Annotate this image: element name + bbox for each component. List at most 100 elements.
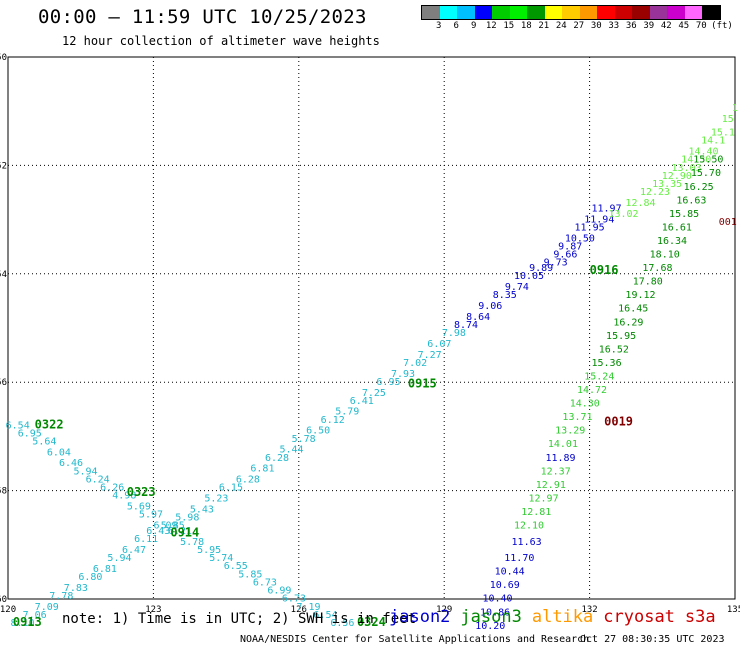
latitude-tick-label: -50	[0, 53, 7, 63]
wave-height-value: 12.81	[521, 507, 551, 518]
wave-height-value: 15	[722, 114, 734, 125]
wave-height-value: 16.25	[684, 182, 714, 193]
wave-height-value: 8.74	[454, 320, 478, 331]
pass-time-tag: 0019	[604, 415, 633, 429]
map-frame	[7, 56, 736, 600]
wave-height-value: 6.24	[86, 474, 110, 485]
color-swatch	[527, 6, 545, 19]
wave-height-value: 6.81	[93, 564, 117, 575]
longitude-tick-label: 132	[581, 605, 597, 615]
wave-height-value: 9.06	[478, 301, 502, 312]
longitude-tick-label: 126	[291, 605, 307, 615]
wave-height-value: 5.44	[279, 445, 303, 456]
color-scale-label: 36	[625, 21, 637, 31]
wave-height-value: 9.89	[529, 263, 553, 274]
wave-height-value: 7.02	[403, 358, 427, 369]
legend-entry-cryosat: cryosat	[603, 607, 675, 627]
wave-height-value: 7.27	[418, 350, 442, 361]
wave-height-value: 001	[719, 217, 737, 228]
wave-height-value: 6.15	[219, 483, 243, 494]
pass-time-tag: 0322	[35, 417, 64, 431]
wave-height-value: 8.10	[10, 618, 34, 629]
wave-height-value: 10.05	[514, 271, 544, 282]
wave-height-value: 5.64	[32, 437, 56, 448]
wave-height-value: 14.72	[577, 385, 607, 396]
wave-height-value: 12.90	[662, 171, 692, 182]
wave-height-value: 16.45	[618, 304, 648, 315]
legend-entry-jason2: jason2	[389, 607, 451, 627]
wave-height-value: 9.73	[544, 258, 568, 269]
latitude-tick-label: -58	[0, 487, 7, 497]
wave-height-value: 6.04	[47, 447, 71, 458]
color-swatch	[562, 6, 580, 19]
color-scale-label: 15	[503, 21, 515, 31]
wave-height-value: 6.43	[146, 526, 170, 537]
wave-height-value: 6.54	[313, 610, 337, 621]
wave-height-value: 16.63	[676, 195, 706, 206]
wave-height-value: 10.50	[565, 233, 595, 244]
wave-height-value: 5.78	[180, 537, 204, 548]
wave-height-value: 5.79	[335, 407, 359, 418]
wave-height-value: 5.78	[292, 434, 316, 445]
latitude-tick-label: -52	[0, 161, 7, 171]
wave-height-value: 12.10	[514, 521, 544, 532]
pass-time-tag: 0323	[127, 485, 156, 499]
color-swatch	[632, 6, 650, 19]
wave-height-value: 13.29	[555, 426, 585, 437]
color-scale-label: 12	[485, 21, 497, 31]
color-swatch	[422, 6, 440, 19]
color-scale-bar	[421, 5, 721, 20]
wave-height-value: 13.02	[608, 209, 638, 220]
wave-height-value: 9.87	[558, 241, 582, 252]
pass-time-tag: 0916	[590, 263, 619, 277]
wave-height-value: 10.44	[495, 567, 525, 578]
wave-height-value: 19.12	[625, 290, 655, 301]
wave-height-value: 7.09	[35, 602, 59, 613]
wave-height-value: 4.98	[112, 491, 136, 502]
wave-height-value: 7.83	[64, 583, 88, 594]
color-scale-label: 39	[643, 21, 655, 31]
wave-height-value: 5.95	[197, 545, 221, 556]
wave-height-value: 12.91	[536, 480, 566, 491]
wave-height-value: 6.46	[59, 458, 83, 469]
wave-height-value: 7.06	[23, 610, 47, 621]
wave-height-value: 10.20	[475, 621, 505, 632]
wave-height-value: 5.85	[238, 569, 262, 580]
color-swatch	[492, 6, 510, 19]
color-swatch	[597, 6, 615, 19]
latitude-tick-label: -60	[0, 595, 7, 605]
longitude-tick-label: 123	[145, 605, 161, 615]
color-swatch	[457, 6, 475, 19]
color-scale-unit: (ft)	[711, 21, 733, 31]
wave-height-value: 15.24	[584, 371, 614, 382]
wave-height-value: 10.69	[490, 580, 520, 591]
map-subtitle: 12 hour collection of altimeter wave hei…	[62, 34, 380, 48]
credit-line: NOAA/NESDIS Center for Satellite Applica…	[240, 634, 590, 645]
color-swatch	[667, 6, 685, 19]
legend-entry-s3a: s3a	[684, 607, 716, 627]
pass-time-tag: 0324	[357, 615, 386, 629]
color-swatch	[544, 6, 562, 19]
color-scale-label: 33	[608, 21, 620, 31]
color-scale-label: 30	[590, 21, 602, 31]
wave-height-value: 5.69	[127, 502, 151, 513]
wave-height-value: 6.41	[350, 396, 374, 407]
color-swatch	[684, 6, 702, 19]
wave-height-value: 5.94	[107, 553, 131, 564]
color-swatch	[579, 6, 597, 19]
wave-height-value: 6.95	[18, 428, 42, 439]
color-scale-label: 3	[436, 21, 442, 31]
latitude-tick-label: -56	[0, 378, 7, 388]
color-scale-label: 9	[471, 21, 477, 31]
legend-entry-altika: altika	[531, 607, 594, 627]
wave-height-value: 11.95	[575, 222, 605, 233]
wave-height-value: 6.95	[376, 377, 400, 388]
wave-height-value: 6.99	[267, 586, 291, 597]
wave-height-value: 12.37	[541, 466, 571, 477]
color-scale-label: 24	[555, 21, 567, 31]
wave-height-value: 7.93	[391, 369, 415, 380]
wave-height-value: 6.73	[282, 594, 306, 605]
wave-height-value: 1	[732, 103, 738, 114]
wave-height-value: 18.10	[650, 250, 680, 261]
